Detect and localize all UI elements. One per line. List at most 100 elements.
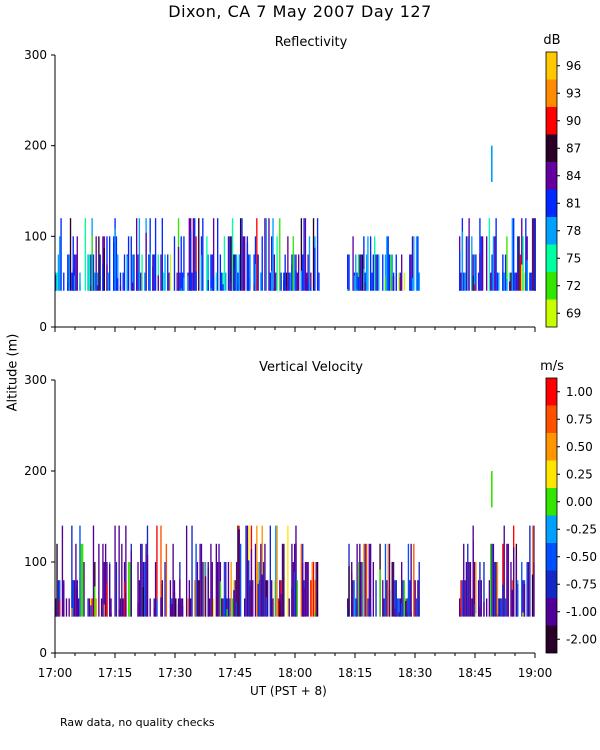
data-cell (103, 604, 105, 617)
data-cell (388, 590, 391, 617)
data-cell (357, 254, 360, 291)
data-cell (272, 598, 274, 617)
data-cell (384, 277, 387, 291)
data-cell (196, 562, 199, 617)
panel-title: Reflectivity (275, 35, 348, 50)
colorbar-segment (546, 488, 557, 516)
data-cell (281, 543, 284, 617)
data-cell (254, 543, 257, 617)
data-cell (175, 599, 177, 617)
data-cell (483, 562, 485, 617)
data-cell (87, 598, 89, 617)
data-cell (280, 594, 282, 617)
data-cell (107, 272, 109, 291)
data-cell (495, 218, 497, 291)
data-cell (347, 608, 349, 617)
data-cell (234, 254, 236, 291)
data-cell (529, 525, 531, 617)
data-cell (506, 543, 508, 617)
data-cell (226, 598, 228, 617)
colorbar-tick-label: 72 (566, 279, 581, 293)
data-cell (473, 604, 476, 617)
data-cell (149, 251, 151, 291)
data-cell (283, 280, 285, 291)
data-cell (304, 562, 307, 617)
panel-reflectivity (51, 51, 560, 332)
data-cell (227, 236, 230, 291)
data-cell (513, 218, 515, 291)
data-cell (517, 236, 519, 291)
data-cell (227, 562, 230, 617)
data-cell (300, 270, 303, 291)
data-cell (177, 604, 180, 617)
colorbar-tick-label: -1.00 (566, 605, 597, 619)
data-cell (355, 254, 357, 291)
data-cell (257, 254, 259, 291)
data-cell (185, 525, 188, 617)
data-cell (403, 272, 406, 291)
data-cell (410, 612, 412, 617)
colorbar-tick-label: 0.50 (566, 440, 593, 454)
data-cell (207, 280, 209, 291)
data-cell (413, 236, 415, 291)
data-cell (181, 272, 184, 291)
data-cell (145, 543, 147, 617)
data-cell (388, 254, 391, 291)
x-tick-label: 19:00 (518, 666, 553, 680)
data-cell (212, 218, 215, 291)
data-cell (131, 254, 134, 291)
data-cell (394, 608, 396, 617)
data-cell (401, 562, 403, 617)
data-cell (194, 218, 196, 291)
data-cell (467, 543, 469, 617)
data-cell (269, 272, 271, 291)
colorbar-tick-label: 78 (566, 224, 581, 238)
data-cell (230, 562, 232, 617)
data-cell (90, 285, 92, 291)
data-cell (488, 218, 491, 291)
data-cell (473, 254, 476, 291)
data-cell (63, 272, 65, 291)
data-cell (153, 607, 155, 617)
data-cell (492, 543, 495, 617)
data-cell (361, 562, 364, 617)
data-cell (169, 254, 172, 291)
data-cell (95, 236, 97, 291)
data-cell (490, 544, 492, 617)
data-cell (506, 236, 508, 291)
data-cell (479, 562, 481, 617)
data-cell (461, 231, 464, 291)
data-cell (268, 218, 270, 291)
data-cell (368, 543, 370, 617)
data-cell (72, 236, 74, 291)
x-tick-label: 17:45 (218, 666, 253, 680)
data-cell (210, 543, 212, 617)
data-cell (418, 562, 420, 617)
data-cell (217, 218, 219, 291)
data-cell (91, 235, 93, 291)
data-cell (499, 598, 501, 617)
data-cell (109, 236, 111, 291)
panel-vertical-velocity (51, 377, 560, 658)
data-cell (288, 598, 290, 617)
data-cell (347, 598, 349, 617)
data-cell (415, 236, 418, 291)
data-cell (73, 580, 76, 617)
data-cell (75, 543, 77, 617)
data-cell (231, 598, 234, 617)
data-cell (121, 543, 123, 617)
colorbar-tick-label: -0.75 (566, 577, 597, 591)
data-cell (144, 562, 146, 617)
data-cell (471, 598, 473, 617)
data-cell (90, 254, 92, 291)
x-tick-label: 18:00 (278, 666, 313, 680)
data-cell (92, 525, 95, 617)
data-cell (123, 581, 126, 617)
data-cell (257, 583, 259, 617)
data-cell (371, 272, 373, 291)
data-cell (249, 585, 251, 617)
data-cell (311, 562, 313, 617)
data-cell (199, 543, 201, 617)
x-tick-label: 18:45 (458, 666, 493, 680)
data-cell (55, 598, 57, 617)
